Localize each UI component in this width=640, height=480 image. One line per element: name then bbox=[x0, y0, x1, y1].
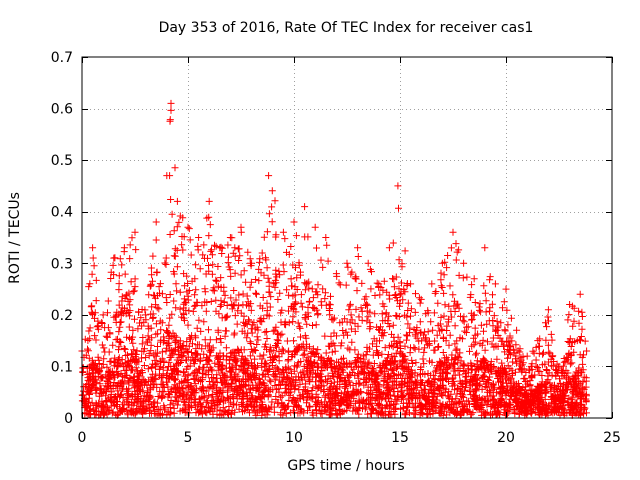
x-tick-labels: 0 5 10 15 20 25 bbox=[78, 430, 621, 446]
y-tick-label: 0.1 bbox=[51, 359, 73, 375]
y-tick-label: 0.2 bbox=[51, 308, 73, 324]
x-tick-label: 10 bbox=[285, 430, 303, 446]
x-tick-label: 25 bbox=[603, 430, 621, 446]
y-tick-labels: 0 0.1 0.2 0.3 0.4 0.5 0.6 0.7 bbox=[51, 50, 73, 427]
y-tick-label: 0.3 bbox=[51, 256, 73, 272]
y-tick-label: 0.6 bbox=[51, 102, 73, 118]
data-points bbox=[78, 99, 591, 419]
plot-frame bbox=[81, 56, 613, 419]
x-tick-label: 5 bbox=[184, 430, 193, 446]
roti-points bbox=[78, 99, 591, 419]
x-tick-label: 0 bbox=[78, 430, 87, 446]
x-tick-label: 15 bbox=[391, 430, 409, 446]
x-tick-label: 20 bbox=[497, 430, 515, 446]
x-axis-label: GPS time / hours bbox=[287, 458, 404, 474]
y-axis-label: ROTI / TECUs bbox=[7, 192, 23, 284]
chart-title: Day 353 of 2016, Rate Of TEC Index for r… bbox=[159, 20, 534, 36]
y-tick-label: 0.7 bbox=[51, 50, 73, 66]
y-tick-label: 0.4 bbox=[51, 205, 73, 221]
y-tick-label: 0.5 bbox=[51, 153, 73, 169]
y-tick-label: 0 bbox=[64, 411, 73, 427]
axis-ticks bbox=[82, 57, 613, 419]
